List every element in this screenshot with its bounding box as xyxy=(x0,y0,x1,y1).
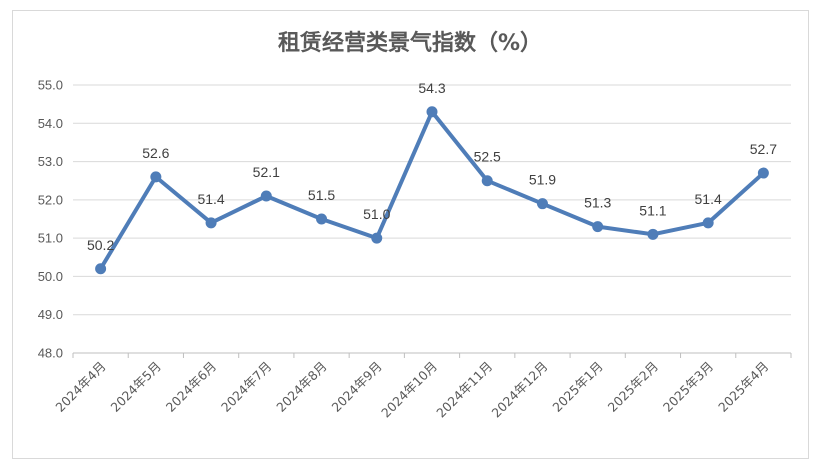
x-tick-label: 2024年4月 xyxy=(52,359,108,415)
x-tick-label: 2024年9月 xyxy=(328,359,384,415)
y-tick-label: 52.0 xyxy=(38,192,63,207)
x-tick-label: 2024年7月 xyxy=(218,359,274,415)
y-tick-label: 50.0 xyxy=(38,269,63,284)
data-point xyxy=(260,190,272,202)
y-tick-label: 53.0 xyxy=(38,154,63,169)
data-point xyxy=(426,106,438,118)
data-point xyxy=(95,263,107,275)
x-tick-label: 2024年5月 xyxy=(108,359,164,415)
data-point xyxy=(647,228,659,240)
y-tick-label: 49.0 xyxy=(38,307,63,322)
data-point xyxy=(316,213,328,225)
data-point xyxy=(536,198,548,210)
y-tick-label: 48.0 xyxy=(38,346,63,361)
data-label: 52.1 xyxy=(253,164,280,180)
data-point xyxy=(702,217,714,229)
y-tick-label: 55.0 xyxy=(38,78,63,93)
data-label: 51.5 xyxy=(308,187,335,203)
x-axis-ticks: 2024年4月2024年5月2024年6月2024年7月2024年8月2024年… xyxy=(52,353,792,421)
x-tick-label: 2024年8月 xyxy=(273,359,329,415)
data-point xyxy=(371,232,383,244)
data-label: 51.3 xyxy=(584,195,611,211)
data-point xyxy=(205,217,217,229)
gridlines xyxy=(73,84,791,354)
data-label: 51.4 xyxy=(197,191,224,207)
chart-title: 租赁经营类景气指数（%） xyxy=(278,30,542,56)
data-label: 51.0 xyxy=(363,206,390,222)
series xyxy=(95,106,769,275)
data-label: 51.4 xyxy=(695,191,722,207)
y-tick-label: 54.0 xyxy=(38,116,63,131)
x-tick-label: 2025年4月 xyxy=(715,359,771,415)
x-tick-label: 2024年6月 xyxy=(163,359,219,415)
data-label: 52.5 xyxy=(474,149,501,165)
y-tick-label: 51.0 xyxy=(38,231,63,246)
x-tick-label: 2025年3月 xyxy=(660,359,716,415)
data-point xyxy=(592,221,604,233)
x-tick-label: 2024年11月 xyxy=(433,359,495,421)
data-label: 51.1 xyxy=(639,202,666,218)
data-label: 52.7 xyxy=(750,141,777,157)
data-label: 50.2 xyxy=(87,237,114,253)
data-point xyxy=(757,167,769,179)
x-tick-label: 2024年10月 xyxy=(378,359,440,421)
y-axis-ticks: 48.0 49.0 50.0 51.0 52.0 53.0 54.0 55.0 xyxy=(38,78,63,361)
data-label: 54.3 xyxy=(418,80,445,96)
data-label: 51.9 xyxy=(529,172,556,188)
x-tick-label: 2025年1月 xyxy=(549,359,605,415)
x-tick-label: 2024年12月 xyxy=(489,359,551,421)
data-label: 52.6 xyxy=(142,145,169,161)
data-point xyxy=(481,175,493,187)
x-tick-label: 2025年2月 xyxy=(605,359,661,415)
data-labels: 50.2 52.6 51.4 52.1 51.5 51.0 54.3 52.5 51.9 51.3… xyxy=(87,80,777,253)
data-point xyxy=(150,171,162,183)
